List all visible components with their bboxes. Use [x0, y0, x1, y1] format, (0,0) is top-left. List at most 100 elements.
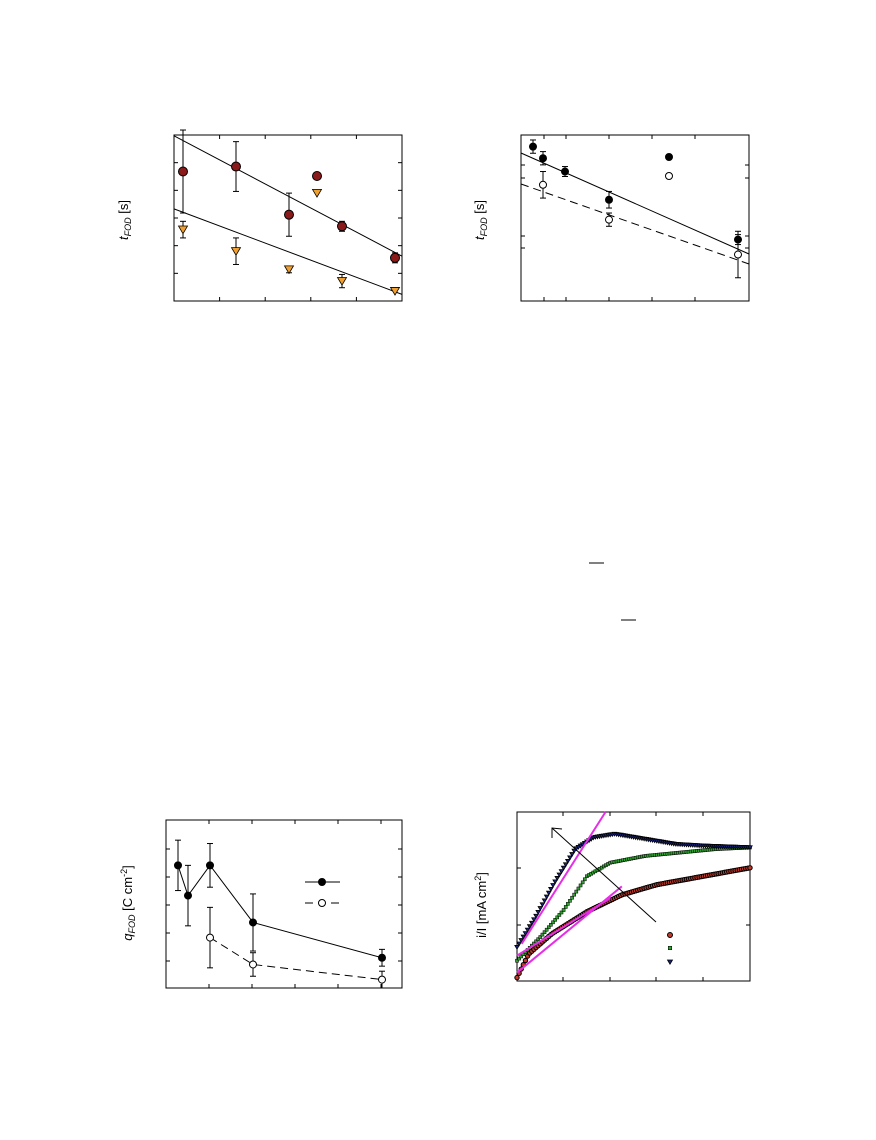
panel-d-series-2-point: [556, 872, 563, 878]
panel-b-legend-marker: [665, 172, 673, 180]
panel-d-series-2-point: [537, 906, 544, 912]
panel-c-point: [378, 953, 386, 962]
panel-b-point: [561, 167, 569, 176]
panel-d-series-1-point: [574, 889, 579, 894]
panel-d-series-2-point: [567, 855, 573, 861]
panel-d-series-1-point: [561, 908, 566, 912]
panel-a-point: [390, 252, 400, 263]
panel-d-series-2-point: [520, 934, 527, 940]
panel-d-series-2-point: [547, 886, 554, 892]
panel-a-point: [177, 225, 189, 235]
panel-c-legend-marker: [318, 878, 326, 886]
panel-d-series-1-point: [578, 883, 583, 888]
panel-b-point: [605, 195, 613, 204]
panel-d-series-2-point: [516, 941, 523, 947]
panel-d-plot: [514, 811, 753, 981]
panel-b-point: [529, 142, 537, 151]
panel-d-arrow-shaft: [551, 827, 657, 923]
panel-a-point: [283, 265, 295, 275]
panel-c-frame: [165, 819, 403, 989]
panel-d-series-2-point: [550, 883, 556, 889]
panel-d-series-1-point: [568, 899, 572, 903]
panel-d-series-2-point: [564, 858, 571, 864]
panel-d-arrow-head: [551, 827, 563, 838]
panel-b-fit-solid: [520, 152, 750, 255]
panel-b-plot: [520, 135, 750, 301]
panel-b-point: [734, 250, 742, 259]
panel-d-series-1-point: [540, 932, 545, 937]
panel-a-plot: [173, 129, 403, 301]
panel-c-plot: [166, 820, 402, 989]
panel-d-series-1-point: [538, 935, 543, 939]
panel-a-point: [284, 209, 294, 220]
panel-c-point: [184, 891, 192, 900]
panel-a-point: [336, 277, 348, 286]
panel-d-series-2-point: [545, 890, 552, 896]
panel-d-series-1-point: [553, 918, 557, 922]
panel-d-series-2-point: [541, 898, 548, 904]
panel-d-series-2-point: [526, 924, 533, 930]
panel-d-series-1-point: [576, 886, 581, 891]
panel-d-series-0-point: [522, 957, 529, 964]
panel-a-point: [230, 247, 242, 257]
panel-c-point: [206, 861, 214, 870]
panel-d-series-2-point: [554, 876, 561, 881]
panel-d-series-1-point: [582, 877, 587, 882]
panel-a-point: [337, 221, 347, 232]
panel-d-series-0-point: [514, 974, 520, 981]
panel-c-series-line-1: [209, 937, 383, 981]
panel-d-series-1-point: [544, 927, 549, 932]
panel-d-series-1-point: [515, 958, 519, 963]
panel-d-series-1-point: [559, 910, 564, 915]
panel-d-legend-marker: [667, 932, 673, 938]
panel-d-series-0-point: [747, 865, 753, 871]
panel-d-series-1-point: [572, 892, 576, 897]
panel-b-frame: [520, 134, 750, 302]
panel-d-series-2-point: [571, 848, 578, 854]
panel-d-series-2-point: [560, 865, 567, 871]
panel-c-point: [174, 861, 182, 870]
panel-d-series-2-point: [522, 931, 529, 937]
panel-b-ylabel: tFOD [s]: [472, 200, 489, 240]
panel-b-fit-dashed: [520, 183, 750, 265]
panel-d-legend-marker: [666, 959, 674, 966]
panel-d-series-2-point: [747, 845, 753, 851]
panel-d-series-1-point: [549, 922, 553, 927]
panel-d-series-1-point: [542, 930, 547, 934]
panel-d-series-1-point: [517, 956, 521, 961]
panel-d-series-1-point: [566, 902, 570, 906]
panel-d-series-2-point: [531, 917, 537, 923]
panel-d-series-1-point: [563, 905, 568, 909]
panel-d-series-2-point: [539, 902, 546, 908]
panel-c-point: [378, 975, 386, 984]
panel-d-series-1-point: [557, 913, 562, 917]
panel-b-point: [539, 154, 547, 163]
panel-d-fit-line-1: [516, 885, 623, 974]
panel-a-point: [231, 161, 241, 172]
panel-a-legend-marker: [311, 188, 323, 198]
panel-d-series-2-point: [524, 927, 531, 933]
panel-a-legend-marker: [312, 171, 322, 181]
panel-d-series-2-point: [562, 862, 569, 868]
panel-d-frame: [516, 811, 751, 982]
panel-d-series-2-point: [518, 938, 525, 944]
panel-c-point: [249, 960, 257, 969]
panel-d-series-1-point: [570, 895, 574, 900]
panel-a-fit-line-1: [173, 208, 403, 295]
panel-d-series-1-point: [580, 880, 585, 885]
panel-d-series-2-point: [528, 920, 535, 926]
panel-d-series-2-point: [533, 913, 539, 919]
panel-d-series-2-point: [514, 945, 520, 950]
panel-a-fit-line-0: [173, 135, 403, 257]
panel-d-fit-line-2: [520, 811, 607, 945]
panel-d-series-1-point: [546, 925, 551, 930]
panel-d-series-2-point: [535, 910, 542, 915]
panel-d-series-2-point: [558, 869, 565, 875]
panel-d-series-1-point: [519, 954, 524, 959]
panel-d-series-1-point: [551, 920, 555, 925]
panel-d-ylabel: i/I [mA cm2]: [473, 872, 489, 938]
panel-b-point: [605, 215, 613, 224]
panel-d-series-2-point: [552, 879, 559, 885]
panel-b-point: [539, 180, 547, 189]
